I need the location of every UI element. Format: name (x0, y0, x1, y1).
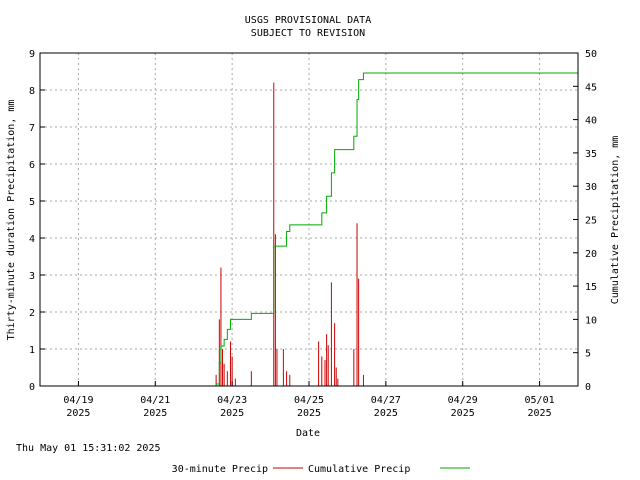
x-tick-label-date: 04/19 (63, 395, 93, 406)
x-tick-label-date: 04/25 (294, 395, 324, 406)
y-left-tick-label: 3 (29, 271, 35, 282)
x-tick-label-year: 2025 (220, 408, 244, 419)
x-tick-label-date: 05/01 (525, 395, 555, 406)
cumulative-line (40, 72, 578, 387)
y-right-tick-label: 25 (585, 216, 597, 227)
x-tick-label-date: 04/21 (140, 395, 170, 406)
y-right-tick-label: 15 (585, 282, 597, 293)
y-right-tick-label: 40 (585, 116, 597, 127)
x-axis-ticks: 04/19 2025 04/21 2025 04/23 2025 04/25 2025 04/2… (63, 381, 555, 419)
y-axis-left-ticks: 0 1 2 3 4 5 6 7 8 9 (29, 49, 45, 393)
y-left-tick-label: 7 (29, 123, 35, 134)
y-left-tick-label: 9 (29, 49, 35, 60)
y-left-tick-label: 2 (29, 308, 35, 319)
y-left-tick-label: 8 (29, 86, 35, 97)
y-left-tick-label: 4 (29, 234, 35, 245)
cumulative-series (40, 72, 578, 387)
x-axis-label: Date (296, 428, 320, 439)
y-right-tick-label: 45 (585, 82, 597, 93)
precip-series (215, 82, 364, 386)
x-tick-label-date: 04/23 (217, 395, 247, 406)
x-tick-label-date: 04/29 (448, 395, 478, 406)
x-tick-label-year: 2025 (297, 408, 321, 419)
x-tick-label-year: 2025 (374, 408, 398, 419)
y-left-tick-label: 6 (29, 160, 35, 171)
y-axis-right-label: Cumulative Precipitation, mm (610, 136, 621, 305)
timestamp: Thu May 01 15:31:02 2025 (16, 443, 161, 454)
x-tick-label-year: 2025 (528, 408, 552, 419)
x-tick-label-year: 2025 (451, 408, 475, 419)
legend-label-precip: 30-minute Precip (172, 464, 268, 475)
chart-title-line1: USGS PROVISIONAL DATA (245, 15, 371, 26)
y-right-tick-label: 35 (585, 149, 597, 160)
y-right-tick-label: 50 (585, 49, 597, 60)
x-tick-label-year: 2025 (143, 408, 167, 419)
y-right-tick-label: 30 (585, 182, 597, 193)
chart-title-line2: SUBJECT TO REVISION (251, 28, 365, 39)
x-tick-label-date: 04/27 (371, 395, 401, 406)
gridlines (40, 53, 578, 386)
y-right-tick-label: 0 (585, 382, 591, 393)
y-left-tick-label: 0 (29, 382, 35, 393)
y-axis-left-label: Thirty-minute duration Precipitation, mm (6, 100, 17, 341)
y-right-tick-label: 20 (585, 249, 597, 260)
y-right-tick-label: 10 (585, 315, 597, 326)
y-right-tick-label: 5 (585, 349, 591, 360)
y-left-tick-label: 1 (29, 345, 35, 356)
legend-label-cumulative: Cumulative Precip (308, 464, 410, 475)
x-tick-label-year: 2025 (66, 408, 90, 419)
legend: 30-minute Precip Cumulative Precip (172, 464, 470, 475)
y-axis-right-ticks: 0 5 10 15 20 25 30 35 40 45 50 (573, 49, 597, 393)
y-left-tick-label: 5 (29, 197, 35, 208)
